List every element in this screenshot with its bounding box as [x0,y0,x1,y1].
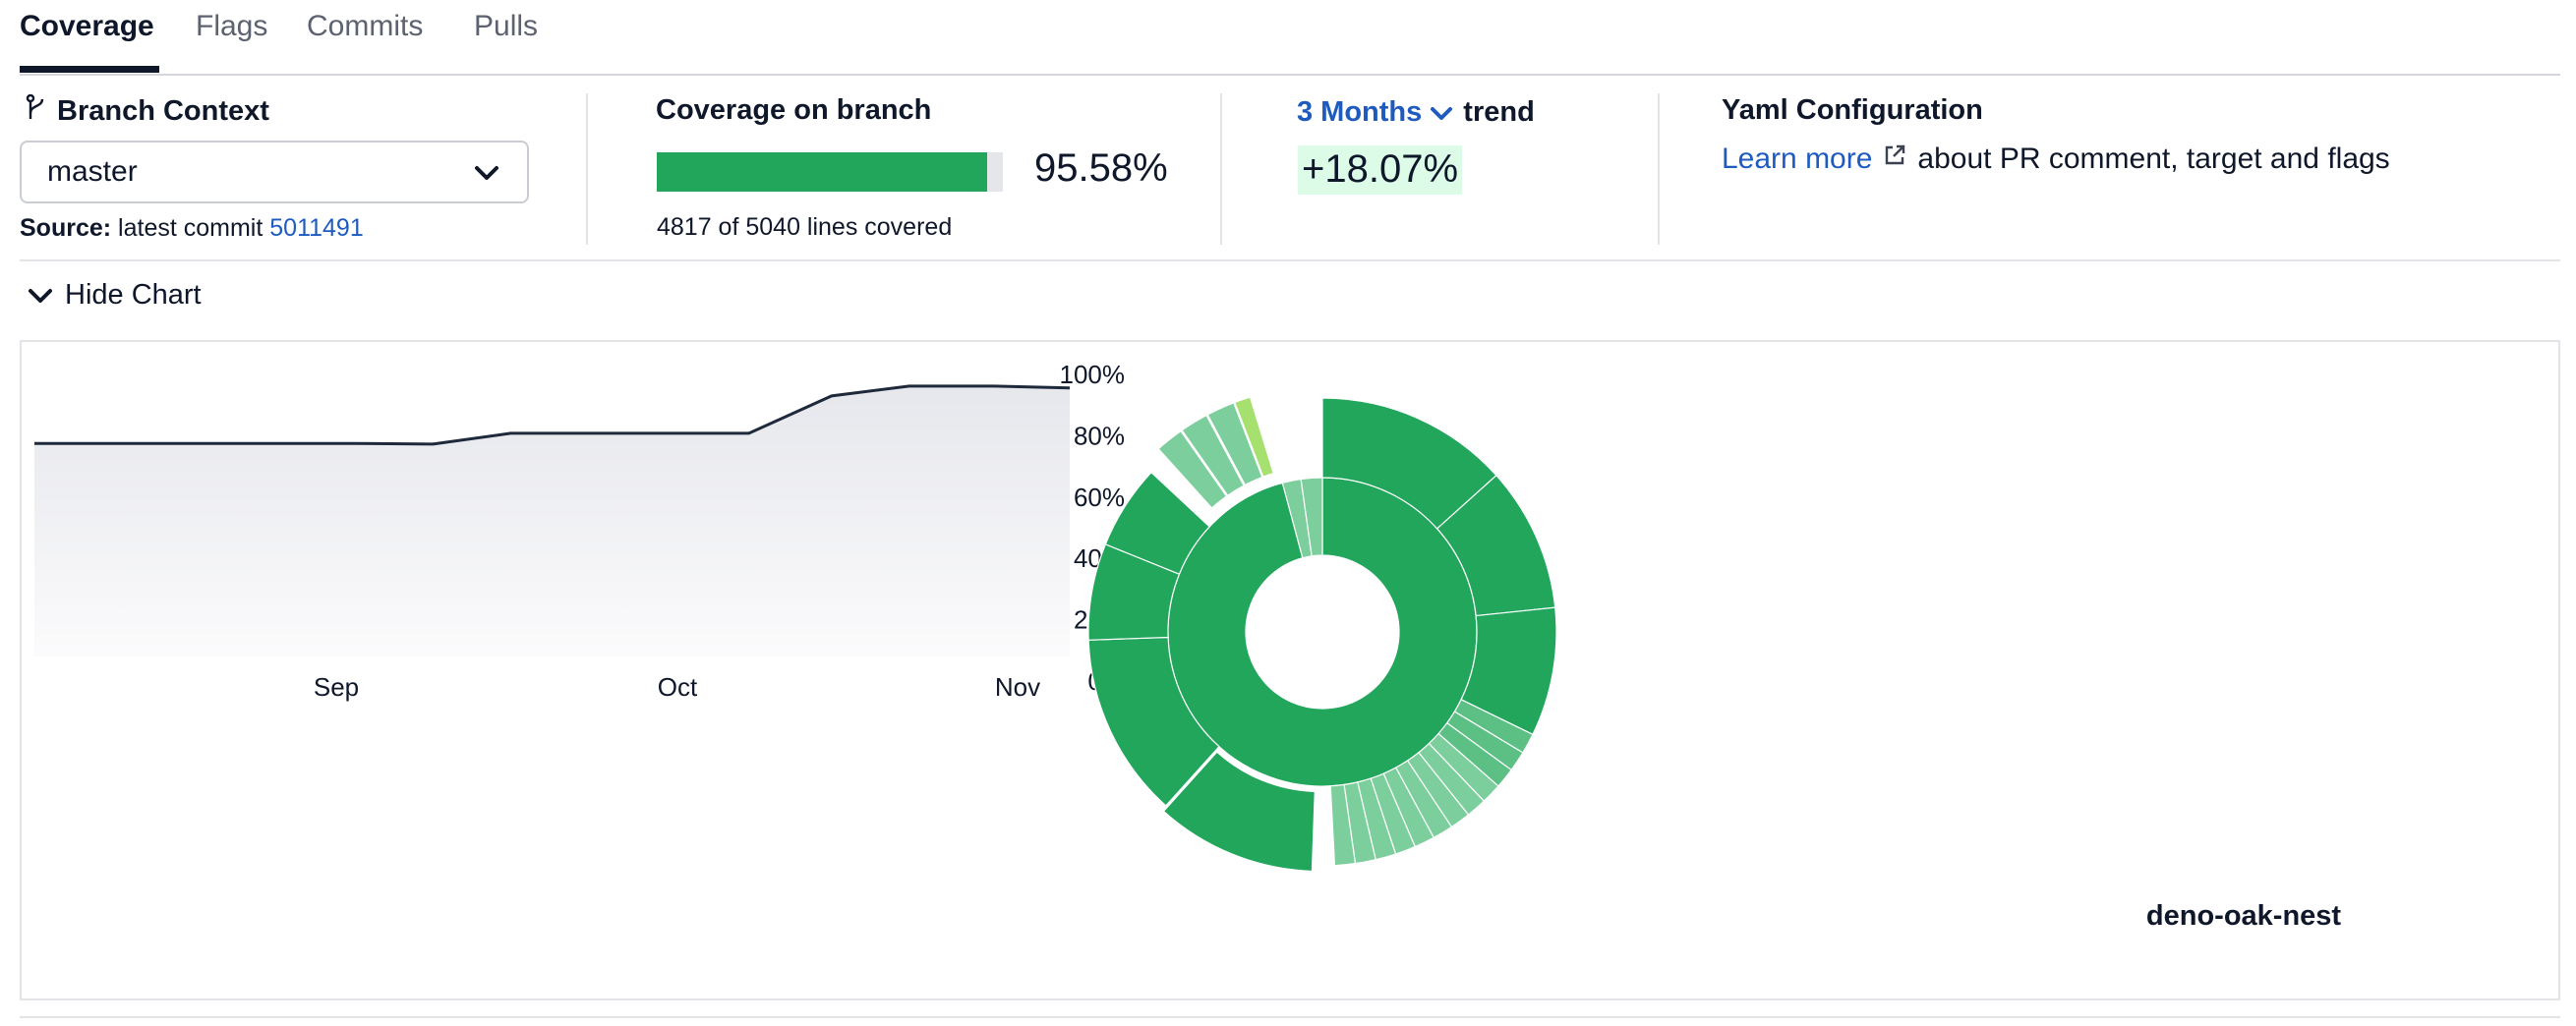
sunburst-outer-segment[interactable] [1181,414,1245,496]
x-tick-label: Sep [314,672,359,702]
sunburst-outer-segment[interactable] [1104,471,1211,575]
branch-source: Source: latest commit 5011491 [20,214,364,243]
yaml-text: about PR comment, target and flags [1917,142,2390,175]
sunburst-outer-segment[interactable] [1157,429,1228,509]
chevron-down-icon [28,279,53,312]
trend-period-label: 3 Months [1297,96,1423,128]
tab-pulls[interactable]: Pulls [474,10,539,42]
active-tab-indicator [20,66,159,73]
source-label: Source: [20,214,112,242]
coverage-progress-fill [657,152,988,192]
branch-context-heading: Branch Context [26,93,269,128]
y-tick-label: 60% [1074,483,1125,512]
sunburst-inner-segment[interactable] [1300,477,1323,557]
sunburst-chart [1087,396,1557,873]
x-tick-label: Nov [995,672,1040,702]
yaml-description: Learn more about PR comment, target and … [1722,142,2390,176]
y-tick-label: 100% [1060,360,1126,389]
sunburst-outer-segment[interactable] [1206,402,1263,486]
x-tick-label: Oct [658,672,698,702]
coverage-progress-bar [657,152,1003,192]
git-branch-icon [26,93,47,128]
coverage-title: Coverage on branch [656,94,932,126]
sunburst-outer-segment[interactable] [1234,396,1274,478]
trend-heading: 3 Months trend [1297,96,1535,129]
trend-value: +18.07% [1298,145,1463,195]
tab-commits[interactable]: Commits [307,10,424,42]
coverage-area-fill [34,385,1070,656]
branch-select-value: master [47,155,138,188]
hide-chart-label: Hide Chart [65,279,202,311]
bottom-divider [20,1016,2560,1018]
yaml-title: Yaml Configuration [1722,94,1983,126]
tab-coverage[interactable]: Coverage [20,10,154,42]
sunburst-outer-segment[interactable] [1329,783,1357,867]
coverage-summary: Branch Context master Source: latest com… [20,76,2560,261]
tab-flags[interactable]: Flags [196,10,268,42]
summary-divider [586,93,588,245]
sunburst-outer-segment[interactable] [1162,751,1316,873]
chevron-down-icon [1430,96,1453,129]
tab-bar: Coverage Flags Commits Pulls [20,0,2560,76]
chevron-down-icon [474,155,499,189]
source-text: latest commit [118,214,263,242]
external-link-icon[interactable] [1882,142,1907,176]
hide-chart-toggle[interactable]: Hide Chart [28,279,202,312]
sunburst-label: deno-oak-nest [2145,900,2342,932]
summary-divider [1220,93,1222,245]
commit-link[interactable]: 5011491 [269,214,364,242]
trend-period-select[interactable]: 3 Months [1297,96,1453,129]
branch-select[interactable]: master [20,141,529,203]
trend-label: trend [1463,96,1535,128]
coverage-percent: 95.58% [1034,146,1168,190]
branch-context-title: Branch Context [57,94,269,127]
learn-more-link[interactable]: Learn more [1722,142,1873,175]
coverage-lines: 4817 of 5040 lines covered [657,213,953,241]
summary-divider [1658,93,1660,245]
y-tick-label: 80% [1074,421,1125,450]
